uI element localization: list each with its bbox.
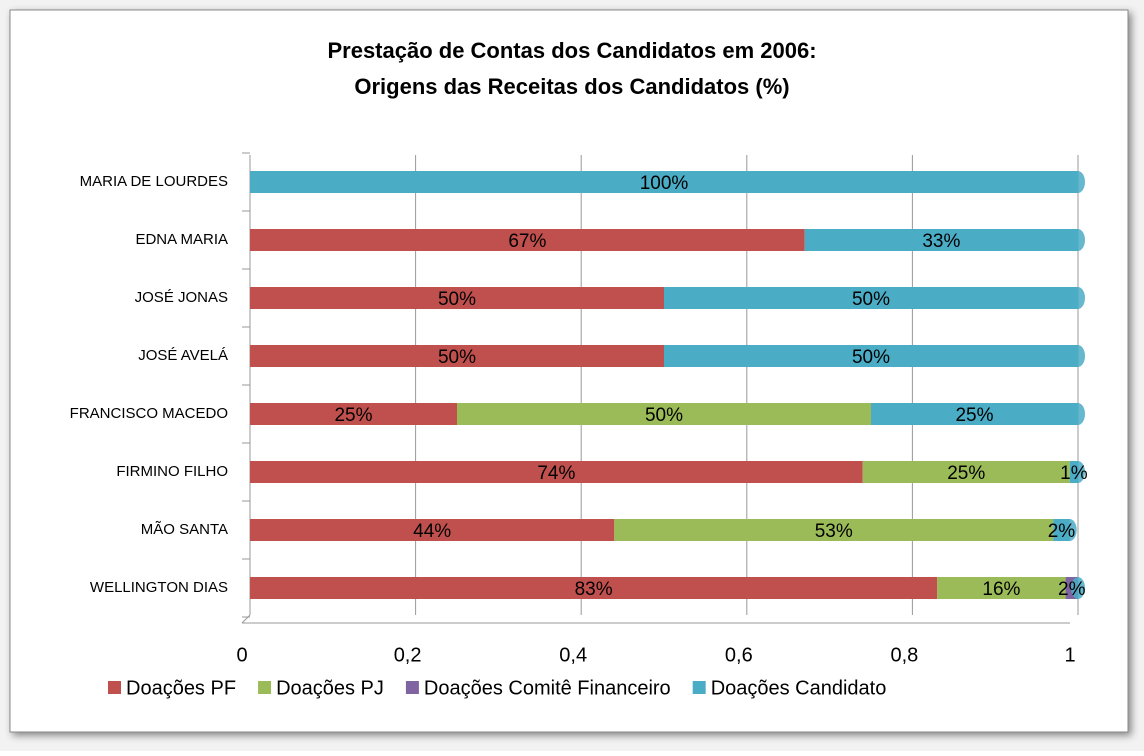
y-tick-label: FRANCISCO MACEDO <box>70 405 228 422</box>
x-tick-label: 1 <box>1064 644 1075 666</box>
data-label: 50% <box>852 289 890 310</box>
data-label: 44% <box>413 521 451 542</box>
bar-cap <box>1062 519 1077 541</box>
bar-segment <box>250 403 457 425</box>
data-label: 50% <box>438 289 476 310</box>
bar-cap <box>1071 577 1085 599</box>
x-tick-label: 0,2 <box>394 644 422 666</box>
legend-label: Doações PJ <box>276 677 384 699</box>
legend-swatch <box>258 681 272 694</box>
y-tick-label: MARIA DE LOURDES <box>80 173 228 190</box>
bar-cap <box>1071 345 1085 367</box>
x-tick-label: 0,8 <box>890 644 918 666</box>
y-tick-label: MÃO SANTA <box>141 521 228 538</box>
data-label: 25% <box>955 405 993 426</box>
data-label: 83% <box>575 579 613 600</box>
data-label: 2% <box>1048 521 1076 542</box>
y-tick-label: JOSÉ AVELÁ <box>138 347 228 364</box>
bar-cap <box>1071 229 1085 251</box>
data-label: 1% <box>1060 463 1088 484</box>
legend-swatch <box>108 681 121 694</box>
data-label: 2% <box>1058 579 1086 600</box>
bar-cap <box>1071 171 1085 193</box>
bar-segment <box>664 287 1078 309</box>
legend-label: Doações PF <box>126 677 236 699</box>
legend-swatch <box>405 681 419 694</box>
bar-cap <box>1071 461 1085 483</box>
chart-title: Origens das Receitas dos Candidatos (%) <box>354 74 789 99</box>
x-tick-label: 0 <box>236 644 247 666</box>
data-label: 25% <box>947 463 985 484</box>
data-label: 50% <box>645 405 683 426</box>
bar-segment <box>614 519 1054 541</box>
bar-cap <box>1071 403 1085 425</box>
bar-segment <box>250 345 664 367</box>
bar-segment <box>250 171 1078 193</box>
y-tick-label: JOSÉ JONAS <box>135 289 228 306</box>
x-tick-label: 0,6 <box>725 644 753 666</box>
bar-segment <box>664 345 1078 367</box>
data-label: 16% <box>982 579 1020 600</box>
data-label: 100% <box>640 173 689 194</box>
bar-segment <box>804 229 1078 251</box>
data-label: 50% <box>438 347 476 368</box>
chart-panel <box>9 9 1129 733</box>
data-label: 74% <box>537 463 575 484</box>
x-axis-depth <box>241 614 251 624</box>
chart-title: Prestação de Contas dos Candidatos em 20… <box>327 38 816 63</box>
data-label: 53% <box>815 521 853 542</box>
data-label: 67% <box>508 231 546 252</box>
bar-segment <box>871 403 1078 425</box>
bar-segment <box>250 287 664 309</box>
legend-swatch <box>692 681 706 694</box>
data-label: 50% <box>852 347 890 368</box>
bar-segment <box>862 461 1070 483</box>
x-tick-label: 0,4 <box>559 644 587 666</box>
data-label: 33% <box>922 231 960 252</box>
bar-segment <box>457 403 871 425</box>
legend-label: Doações Candidato <box>711 677 887 699</box>
bar-segment <box>250 577 938 599</box>
bar-segment <box>250 519 615 541</box>
y-tick-label: WELLINGTON DIAS <box>90 579 228 596</box>
y-tick-label: FIRMINO FILHO <box>116 463 228 480</box>
bar-segment <box>250 229 805 251</box>
data-label: 25% <box>334 405 372 426</box>
bar-segment <box>250 461 863 483</box>
legend-label: Doações Comitê Financeiro <box>424 677 671 699</box>
y-tick-label: EDNA MARIA <box>135 231 228 248</box>
bar-segment <box>937 577 1066 599</box>
bar-cap <box>1071 287 1085 309</box>
